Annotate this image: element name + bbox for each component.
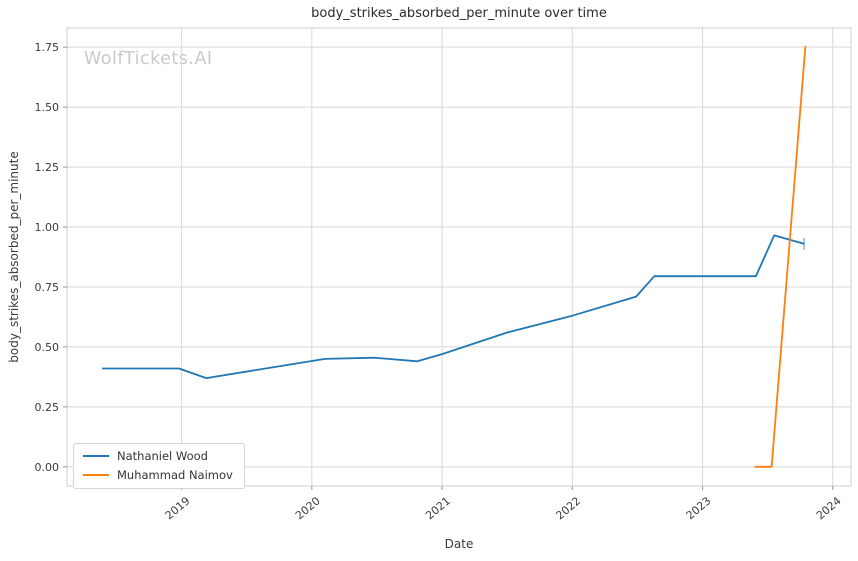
y-tick-label: 1.50 xyxy=(35,101,60,114)
legend: Nathaniel Wood Muhammad Naimov xyxy=(73,443,245,489)
y-tick-label: 0.25 xyxy=(35,401,60,414)
x-tick-label: 2023 xyxy=(684,494,714,522)
legend-label: Muhammad Naimov xyxy=(117,468,233,482)
x-tick-label: 2021 xyxy=(423,494,453,522)
y-tick-label: 0.75 xyxy=(35,281,60,294)
x-tick-label: 2020 xyxy=(293,494,323,522)
legend-item-nathaniel-wood: Nathaniel Wood xyxy=(83,449,233,463)
y-tick-label: 0.00 xyxy=(35,461,60,474)
legend-line-swatch-blue xyxy=(83,455,109,457)
x-tick-label: 2019 xyxy=(163,494,193,522)
y-tick-label: 1.00 xyxy=(35,221,60,234)
legend-line-swatch-orange xyxy=(83,474,109,476)
legend-label: Nathaniel Wood xyxy=(117,449,208,463)
y-tick-label: 0.50 xyxy=(35,341,60,354)
y-tick-label: 1.75 xyxy=(35,41,60,54)
x-tick-label: 2022 xyxy=(553,494,583,522)
plot-border xyxy=(66,27,852,487)
chart-title: body_strikes_absorbed_per_minute over ti… xyxy=(311,6,607,21)
x-tick-label: 2024 xyxy=(814,494,844,522)
series-line-muhammad-naimov xyxy=(754,45,807,468)
y-tick-label: 1.25 xyxy=(35,161,60,174)
watermark: WolfTickets.AI xyxy=(84,49,213,69)
x-axis-label: Date xyxy=(444,537,474,551)
series-line-nathaniel-wood xyxy=(102,234,805,380)
legend-item-muhammad-naimov: Muhammad Naimov xyxy=(83,468,233,482)
